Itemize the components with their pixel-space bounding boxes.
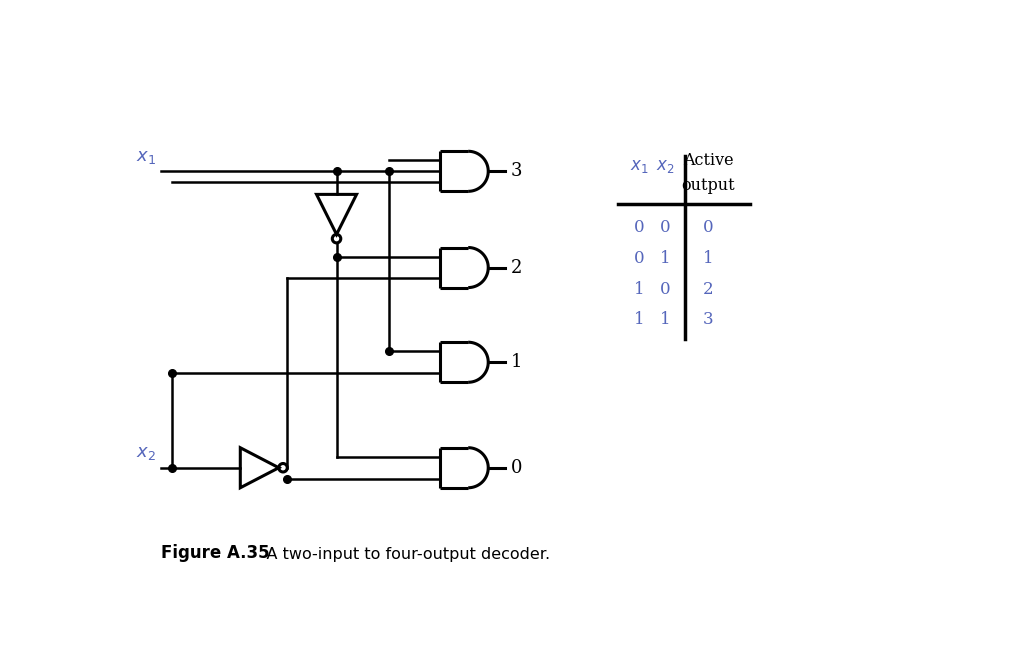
Text: $x_1$: $x_1$ [136, 148, 156, 166]
Text: 0: 0 [660, 219, 671, 236]
Text: 1: 1 [511, 353, 522, 371]
Text: 3: 3 [703, 311, 713, 328]
Text: 2: 2 [703, 281, 713, 298]
Text: Active: Active [683, 152, 734, 169]
Text: output: output [682, 177, 736, 195]
Text: 1: 1 [634, 311, 645, 328]
Text: 3: 3 [511, 162, 522, 180]
Text: 0: 0 [634, 250, 645, 267]
Text: 2: 2 [511, 258, 522, 277]
Text: 1: 1 [660, 311, 671, 328]
Text: 0: 0 [511, 459, 522, 477]
Text: $x_2$: $x_2$ [656, 158, 675, 175]
Text: 1: 1 [660, 250, 671, 267]
Text: 0: 0 [703, 219, 713, 236]
Text: $x_2$: $x_2$ [136, 445, 156, 462]
Text: 0: 0 [660, 281, 671, 298]
Text: 1: 1 [634, 281, 645, 298]
Text: Figure A.35: Figure A.35 [161, 544, 269, 562]
Text: 0: 0 [634, 219, 645, 236]
Text: A two-input to four-output decoder.: A two-input to four-output decoder. [245, 547, 550, 562]
Text: 1: 1 [703, 250, 713, 267]
Text: $x_1$: $x_1$ [630, 158, 649, 175]
